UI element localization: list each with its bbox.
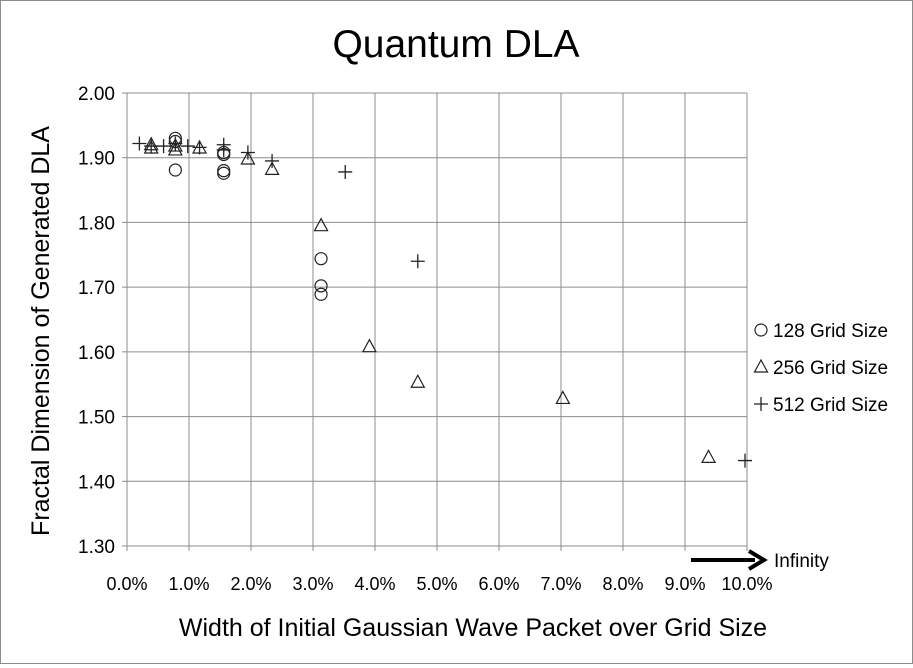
y-axis-label: Fractal Dimension of Generated DLA bbox=[27, 126, 55, 536]
y-tick-label: 1.70 bbox=[78, 278, 115, 299]
data-points bbox=[132, 131, 752, 468]
legend: 128 Grid Size 256 Grid Size 512 Grid Size bbox=[753, 321, 888, 416]
x-axis-label: Width of Initial Gaussian Wave Packet ov… bbox=[179, 614, 767, 642]
legend-marker-256-grid-size bbox=[753, 358, 769, 373]
data-point-256-grid-size bbox=[410, 374, 426, 388]
data-point-512-grid-size bbox=[265, 153, 280, 168]
data-point-256-grid-size bbox=[264, 161, 280, 175]
infinity-label: Infinity bbox=[774, 551, 829, 572]
x-tick-label: 5.0% bbox=[416, 574, 457, 594]
data-point-128-grid-size bbox=[314, 287, 328, 301]
x-tick-label: 9.0% bbox=[664, 574, 705, 594]
data-point-256-grid-size bbox=[313, 217, 329, 232]
data-point-512-grid-size bbox=[216, 142, 231, 157]
data-point-512-grid-size bbox=[240, 145, 255, 160]
data-point-512-grid-size bbox=[168, 136, 183, 151]
data-point-512-grid-size bbox=[738, 453, 752, 468]
data-point-512-grid-size bbox=[144, 139, 159, 154]
x-tick-label: 0.0% bbox=[106, 574, 147, 594]
legend-marker-512-grid-size bbox=[754, 397, 768, 411]
data-point-128-grid-size bbox=[314, 279, 328, 293]
legend-label-256-grid-size: 256 Grid Size bbox=[773, 358, 888, 379]
x-tick-labels: 0.0% 1.0% 2.0% 3.0% 4.0% 5.0% 6.0% 7.0% 8.0% 9.0%… bbox=[106, 574, 772, 594]
y-tick-label: 1.80 bbox=[78, 213, 115, 234]
data-point-512-grid-size bbox=[192, 140, 207, 155]
data-point-512-grid-size bbox=[180, 139, 195, 154]
data-point-512-grid-size bbox=[338, 164, 353, 179]
legend-label-512-grid-size: 512 Grid Size bbox=[773, 395, 888, 416]
data-point-256-grid-size bbox=[167, 141, 183, 156]
data-point-128-grid-size bbox=[168, 163, 182, 177]
infinity-arrow-icon bbox=[747, 549, 768, 571]
data-point-128-grid-size bbox=[217, 164, 231, 178]
y-tick-label: 1.50 bbox=[78, 408, 115, 429]
y-tick-label: 1.90 bbox=[78, 149, 115, 170]
y-tick-label: 1.40 bbox=[78, 472, 115, 493]
data-point-512-grid-size bbox=[132, 136, 147, 151]
gridlines bbox=[126, 92, 748, 547]
x-tick-label: 6.0% bbox=[478, 574, 519, 594]
legend-label-128-grid-size: 128 Grid Size bbox=[773, 321, 888, 342]
x-tick-label: 7.0% bbox=[540, 574, 581, 594]
legend-marker-128-grid-size bbox=[754, 323, 768, 337]
data-point-512-grid-size bbox=[156, 139, 171, 154]
x-tick-label: 8.0% bbox=[602, 574, 643, 594]
data-point-256-grid-size bbox=[555, 390, 571, 405]
x-tick-label: 10.0% bbox=[721, 574, 772, 594]
data-point-256-grid-size bbox=[240, 150, 256, 165]
y-tick-label: 2.00 bbox=[78, 84, 115, 105]
data-point-256-grid-size bbox=[361, 338, 377, 353]
data-point-512-grid-size bbox=[410, 254, 425, 269]
y-tick-label: 1.30 bbox=[78, 537, 115, 558]
chart-title: Quantum DLA bbox=[332, 23, 579, 66]
axes bbox=[122, 92, 748, 551]
x-tick-label: 4.0% bbox=[354, 574, 395, 594]
infinity-annotation: Infinity bbox=[691, 549, 829, 572]
x-tick-label: 3.0% bbox=[292, 574, 333, 594]
data-point-128-grid-size bbox=[314, 252, 328, 266]
x-tick-label: 2.0% bbox=[230, 574, 271, 594]
x-tick-label: 1.0% bbox=[168, 574, 209, 594]
data-point-256-grid-size bbox=[701, 449, 717, 463]
y-tick-label: 1.60 bbox=[78, 343, 115, 364]
y-tick-labels: 1.30 1.40 1.50 1.60 1.70 1.80 1.90 2.00 bbox=[78, 84, 115, 558]
data-point-256-grid-size bbox=[167, 137, 183, 152]
data-point-128-grid-size bbox=[217, 166, 231, 180]
